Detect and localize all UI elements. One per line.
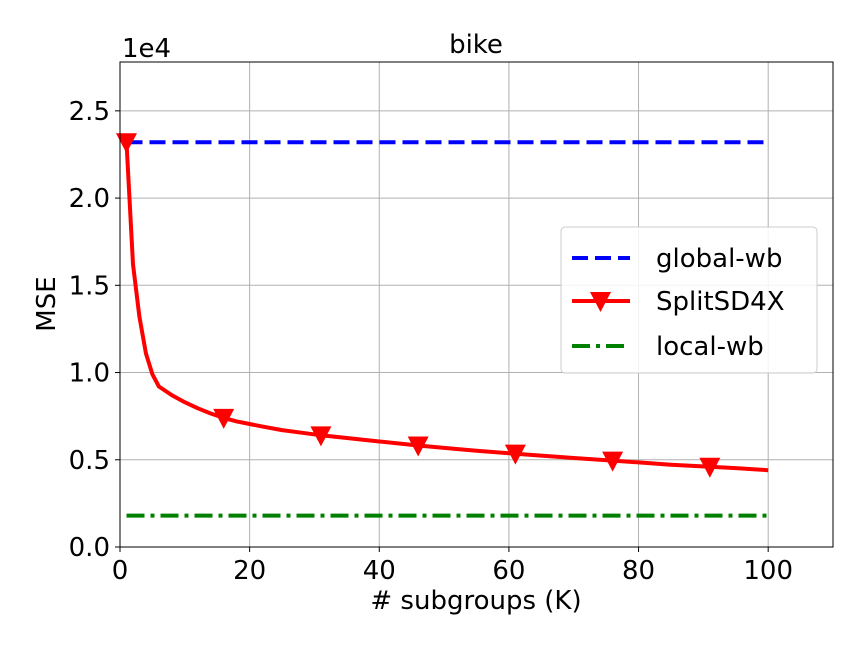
x-axis-title: # subgroups (K) xyxy=(370,586,581,616)
legend-label-global-wb: global-wb xyxy=(656,244,782,274)
x-tick-label: 60 xyxy=(492,556,525,586)
data-point-splitsd4x xyxy=(699,457,721,478)
y-tick-label: 1.0 xyxy=(69,359,110,389)
legend-label-splitsd4x: SplitSD4X xyxy=(656,287,785,317)
x-tick-label: 20 xyxy=(233,556,266,586)
series-layer xyxy=(115,133,769,518)
y-tick-label: 1.5 xyxy=(69,271,110,301)
data-point-splitsd4x xyxy=(504,444,526,465)
x-tick-label: 0 xyxy=(112,556,129,586)
series-line-splitsd4x xyxy=(124,142,769,473)
legend-label-local-wb: local-wb xyxy=(656,332,764,362)
y-tick-label: 0.0 xyxy=(69,533,110,563)
y-tick-label: 0.5 xyxy=(69,446,110,476)
x-tick-label: 100 xyxy=(743,556,793,586)
legend-box xyxy=(560,226,818,374)
x-tick-label: 40 xyxy=(363,556,396,586)
x-tick-label: 80 xyxy=(622,556,655,586)
data-point-splitsd4x xyxy=(115,133,137,154)
data-point-splitsd4x xyxy=(407,436,429,457)
data-point-splitsd4x xyxy=(310,426,332,447)
legend-marker-splitsd4x xyxy=(590,292,611,312)
data-point-splitsd4x xyxy=(213,408,235,429)
data-point-splitsd4x xyxy=(602,451,624,472)
plot-frame xyxy=(119,61,834,548)
y-tick-label: 2.0 xyxy=(69,184,110,214)
legend: global-wb SplitSD4X local-wb xyxy=(560,226,818,374)
chart-title: bike xyxy=(449,30,503,60)
y-axis-title: MSE xyxy=(32,276,62,331)
y-tick-label: 2.5 xyxy=(69,97,110,127)
y-offset-label: 1e4 xyxy=(122,34,171,64)
ticks: 0 20 40 60 80 100 0.0 0.5 1.0 1.5 2.0 2.5 xyxy=(69,97,793,586)
